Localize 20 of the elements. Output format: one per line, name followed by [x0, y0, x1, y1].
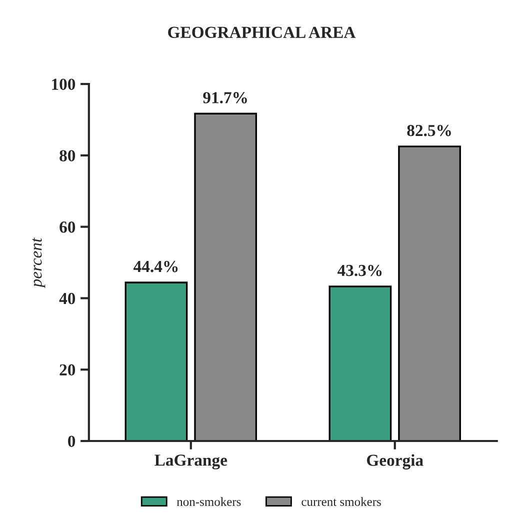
data-label: 91.7% — [203, 92, 247, 104]
y-tick-label: 0 — [68, 436, 76, 447]
data-label: 82.5% — [407, 124, 451, 136]
chart-title: GEOGRAPHICAL AREA — [168, 26, 356, 38]
bar — [398, 146, 461, 441]
legend-label: non-smokers — [176, 497, 241, 506]
data-label: 43.3% — [338, 264, 382, 276]
bar — [124, 282, 188, 441]
y-tick-label: 60 — [60, 222, 76, 233]
bar — [328, 286, 392, 441]
y-tick-label: 100 — [52, 78, 76, 90]
y-tick-label: 40 — [59, 292, 76, 304]
y-axis-title: percent — [32, 237, 46, 288]
bar — [194, 112, 257, 441]
data-label: 44.4% — [134, 260, 178, 272]
y-tick-label: 80 — [60, 150, 76, 162]
y-tick-label: 20 — [60, 364, 76, 376]
x-tick-label: Georgia — [366, 454, 424, 470]
x-tick-label: LaGrange — [154, 454, 228, 470]
legend-label: current smokers — [302, 497, 381, 506]
